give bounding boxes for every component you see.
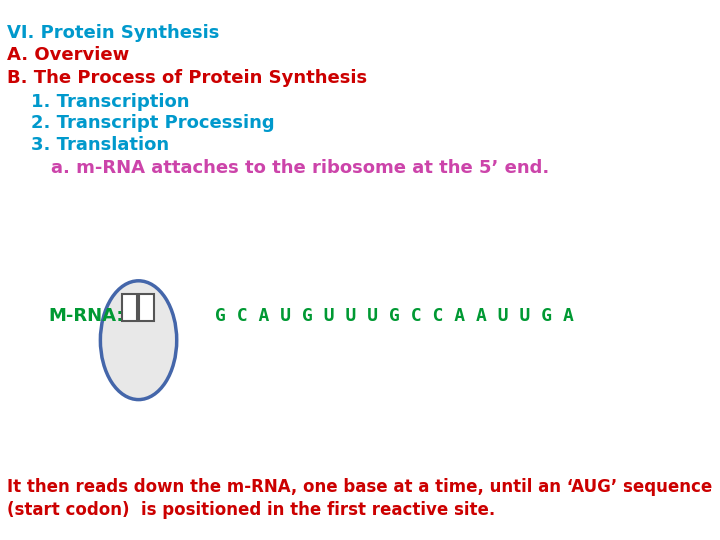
Text: a. m-RNA attaches to the ribosome at the 5’ end.: a. m-RNA attaches to the ribosome at the… (51, 159, 549, 177)
Text: M-RNA:: M-RNA: (48, 307, 124, 325)
Text: It then reads down the m-RNA, one base at a time, until an ‘AUG’ sequence: It then reads down the m-RNA, one base a… (7, 478, 713, 496)
Text: 1. Transcription: 1. Transcription (31, 93, 189, 111)
Text: VI. Protein Synthesis: VI. Protein Synthesis (7, 24, 220, 42)
Text: A. Overview: A. Overview (7, 46, 130, 64)
Text: (start codon)  is positioned in the first reactive site.: (start codon) is positioned in the first… (7, 501, 495, 519)
Text: G C A U G U U U G C C A A U U G A: G C A U G U U U G C C A A U U G A (215, 307, 574, 325)
Ellipse shape (100, 281, 176, 400)
Text: 2. Transcript Processing: 2. Transcript Processing (31, 114, 275, 132)
Text: 3. Translation: 3. Translation (31, 136, 169, 154)
FancyBboxPatch shape (138, 294, 154, 321)
Text: B. The Process of Protein Synthesis: B. The Process of Protein Synthesis (7, 69, 367, 87)
FancyBboxPatch shape (122, 294, 138, 321)
